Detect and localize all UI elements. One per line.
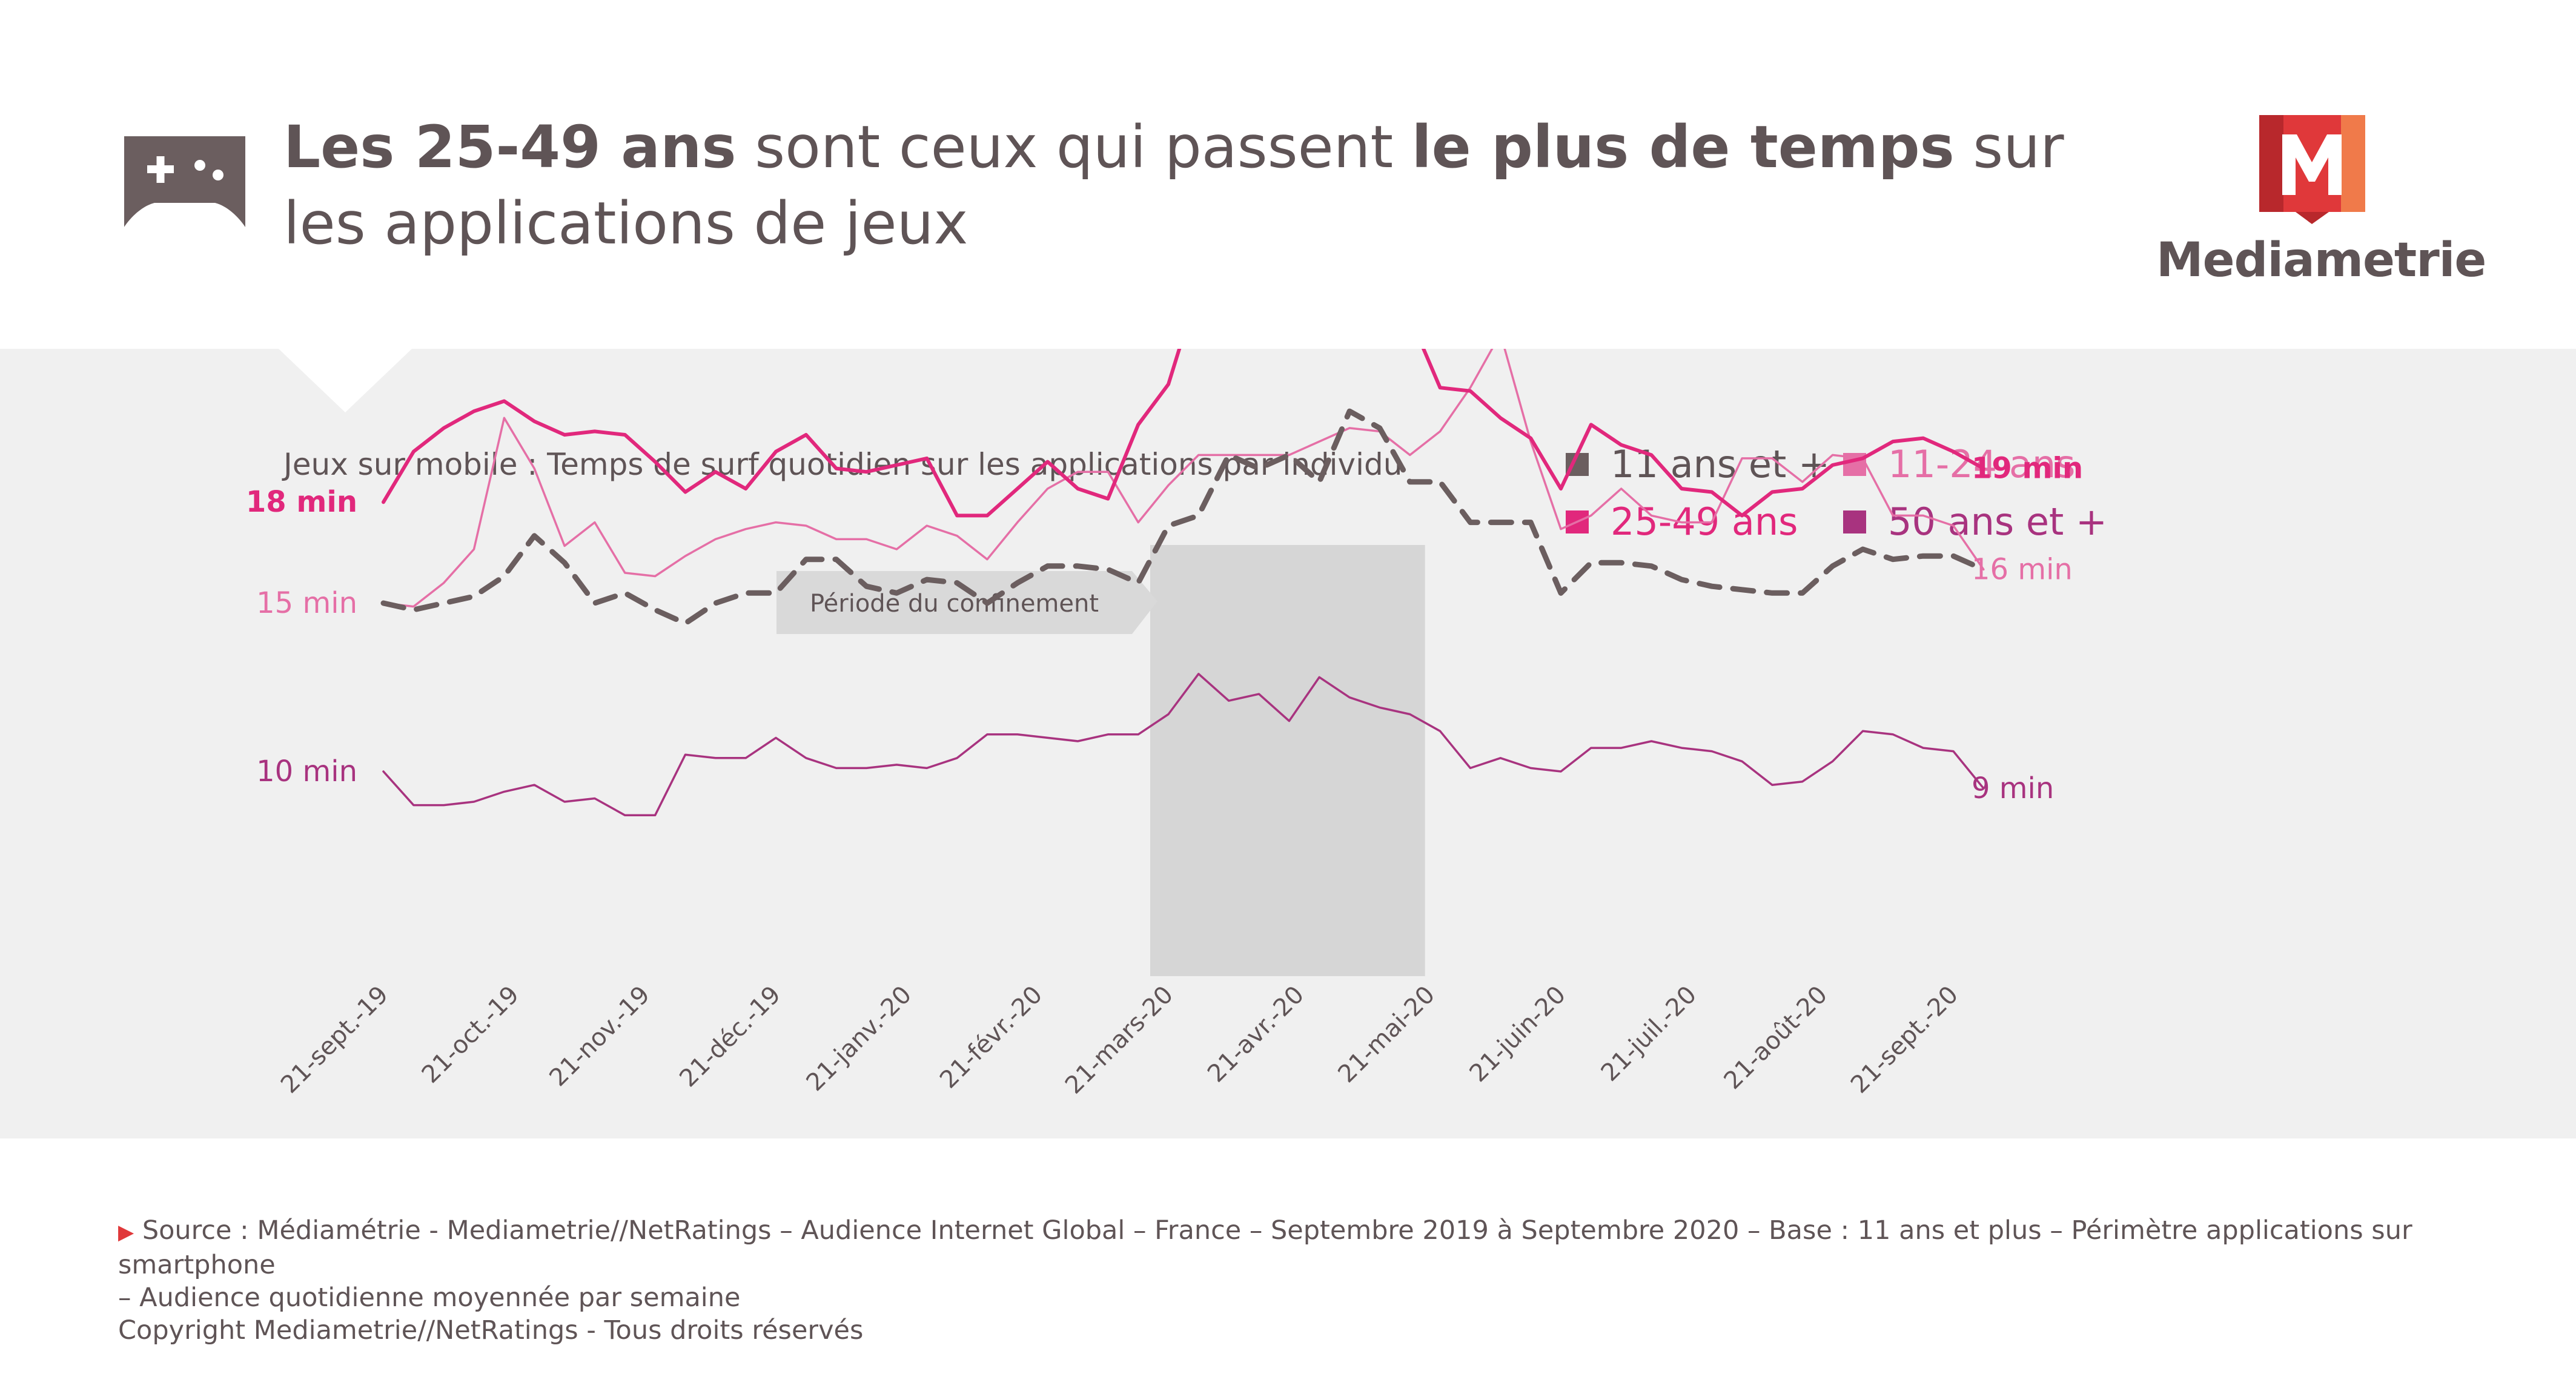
logo-mark-icon [2259, 115, 2365, 224]
x-tick-label: 21-juin-20 [1465, 981, 1571, 1088]
start-value-label: 10 min [256, 755, 357, 788]
start-value-label: 18 min [246, 485, 357, 519]
title-emphasis-time: le plus de temps [1411, 113, 1955, 181]
start-value-label: 15 min [256, 586, 357, 620]
x-tick-label: 21-avr.-20 [1202, 981, 1310, 1088]
legend-swatch [1843, 510, 1866, 533]
source-line: ▶ Source : Médiamétrie - Mediametrie//Ne… [118, 1214, 2480, 1281]
series-line-25-49-ans [382, 349, 1985, 518]
series-line-50-ans-et [382, 673, 1985, 817]
line-chart: Période du confinement 21-sept.-19 21-oct.… [246, 349, 2083, 1100]
mediametrie-logo: Mediametrie [2156, 115, 2486, 291]
x-tick-label: 21-sept.-20 [1846, 981, 1964, 1099]
title-text-end: sur les applications de jeux [283, 113, 2064, 257]
x-tick-label: 21-oct.-19 [417, 981, 525, 1089]
legend-item-11-plus: 11 ans et + [1566, 442, 1830, 486]
panel-notch [279, 349, 412, 412]
x-tick-label: 21-août-20 [1718, 981, 1833, 1095]
legend-item-50-plus: 50 ans et + [1843, 500, 2107, 544]
header: Les 25-49 ans sont ceux qui passent le p… [0, 0, 2576, 349]
series-line-11-24-ans [382, 349, 1985, 608]
x-tick-label: 21-mars-20 [1060, 981, 1179, 1100]
source-text: Source : Médiamétrie - Mediametrie//NetR… [118, 1215, 2412, 1280]
footer: ▶ Source : Médiamétrie - Mediametrie//Ne… [118, 1214, 2480, 1347]
x-tick-label: 21-nov.-19 [544, 981, 655, 1092]
series-line-11-ans-et [380, 408, 1987, 626]
legend-label: 11-24 ans [1888, 442, 2076, 486]
x-tick-label: 21-déc.-19 [674, 981, 786, 1093]
end-value-label: 16 min [1972, 552, 2073, 586]
legend-label: 11 ans et + [1611, 442, 1830, 486]
lockdown-region [1150, 545, 1425, 976]
gamepad-icon [124, 136, 245, 227]
lockdown-label: Période du confinement [810, 590, 1099, 618]
x-tick-label: 21-sept.-19 [276, 981, 394, 1099]
x-tick-label: 21-juil.-20 [1596, 981, 1702, 1087]
legend-label: 50 ans et + [1888, 500, 2108, 544]
end-value-label: 19 min [1972, 452, 2083, 486]
x-tick-label: 21-févr.-20 [935, 981, 1048, 1094]
source-line-2: – Audience quotidienne moyennée par sema… [118, 1283, 741, 1313]
page-title: Les 25-49 ans sont ceux qui passent le p… [283, 109, 2101, 262]
x-tick-label: 21-mai-20 [1333, 981, 1440, 1089]
logo-text: Mediametrie [2156, 233, 2486, 288]
x-tick-label: 21-janv.-20 [801, 981, 918, 1097]
title-emphasis-age: Les 25-49 ans [283, 113, 737, 181]
end-value-label: 9 min [1972, 771, 2054, 805]
title-text: sont ceux qui passent [736, 113, 1412, 181]
bullet-arrow-icon: ▶ [118, 1220, 134, 1244]
copyright: Copyright Mediametrie//NetRatings - Tous… [118, 1315, 864, 1346]
